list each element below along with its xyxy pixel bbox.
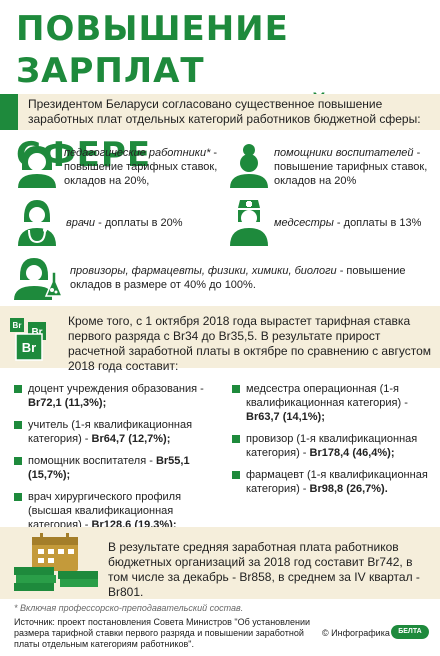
group-text: - повышение тарифных ставок, окладов на …: [274, 147, 428, 187]
group-label: провизоры, фармацевты, физики, химики, б…: [70, 265, 337, 277]
group-assistants: помощники воспитателей - повышение тариф…: [274, 146, 434, 188]
list-item-value: Br55,1 (15,7%);: [28, 455, 190, 481]
list-item: медсестра операционная (1-я квалификацио…: [232, 382, 432, 424]
br-mark-large: Br: [22, 340, 36, 355]
bullet-square: [232, 385, 240, 393]
bullet-square: [232, 471, 240, 479]
nurse-icon: [230, 200, 268, 246]
source-text: Источник: проект постановления Совета Ми…: [14, 617, 311, 649]
list-right: медсестра операционная (1-я квалификацио…: [232, 382, 432, 504]
intro-text: Президентом Беларуси согласовано существ…: [28, 97, 421, 126]
group-teachers: педагогические работники* - повышение та…: [64, 146, 224, 188]
scientist-icon: [14, 258, 64, 300]
bullet-square: [14, 493, 22, 501]
average-salary-text: В результате средняя заработная плата ра…: [108, 540, 420, 599]
calendar-money-icon: [14, 533, 98, 591]
list-item-text: врач хирургического профиля (высшая квал…: [28, 491, 182, 531]
list-item: помощник воспитателя - Br55,1 (15,7%);: [14, 454, 214, 482]
assistant-teacher-icon: [230, 144, 268, 188]
group-nurses: медсестры - доплаты в 13%: [274, 216, 434, 230]
list-item-text: помощник воспитателя -: [28, 455, 156, 467]
intro-block: Президентом Беларуси согласовано существ…: [0, 94, 440, 130]
infographic-credit: © Инфографика: [322, 628, 390, 638]
group-label: медсестры: [274, 217, 334, 229]
group-text: - доплаты в 13%: [333, 217, 422, 229]
group-text: - доплаты в 20%: [95, 217, 183, 229]
list-item-value: Br178,4 (46,4%);: [309, 447, 395, 459]
list-item: врач хирургического профиля (высшая квал…: [14, 490, 214, 532]
list-item-text: медсестра операционная (1-я квалификацио…: [246, 383, 408, 409]
average-salary-block: В результате средняя заработная плата ра…: [0, 527, 440, 599]
group-text: - повышение окладов в размере от 40% до …: [70, 265, 406, 291]
bullet-square: [232, 435, 240, 443]
list-item: фармацевт (1-я квалификационная категори…: [232, 468, 432, 496]
list-item-value: Br72,1 (11,3%);: [28, 397, 107, 409]
teacher-icon: [18, 146, 56, 188]
belta-logo: БЕЛТА: [391, 625, 429, 639]
footnote: * Включая профессорско-преподавательский…: [14, 603, 244, 613]
list-item-value: Br64,7 (12,7%);: [91, 433, 171, 445]
list-item-text: фармацевт (1-я квалификационная категори…: [246, 469, 428, 495]
list-item-text: учитель (1-я квалификационная категория)…: [28, 419, 193, 445]
group-scientists: провизоры, фармацевты, физики, химики, б…: [70, 264, 434, 292]
group-text: - повышение тарифных ставок, окладов на …: [64, 147, 218, 187]
br-mark-small: Br: [13, 321, 22, 330]
bullet-square: [14, 385, 22, 393]
intro-accent-bar: [0, 94, 18, 130]
br-mark-medium: Br: [31, 327, 42, 338]
bullet-square: [14, 421, 22, 429]
list-item-text: доцент учреждения образования -: [28, 383, 204, 395]
br-currency-icon: Br Br Br: [10, 318, 46, 361]
title-line-1: ПОВЫШЕНИЕ ЗАРПЛАТ: [16, 9, 289, 91]
bullet-square: [14, 457, 22, 465]
tariff-block: Br Br Br Кроме того, с 1 октября 2018 го…: [0, 306, 440, 373]
group-label: педагогические работники*: [64, 147, 211, 159]
group-doctors: врачи - доплаты в 20%: [66, 216, 226, 230]
list-item-text: провизор (1-я квалификационная категория…: [246, 433, 418, 459]
group-label: врачи: [66, 217, 96, 229]
tariff-text: Кроме того, с 1 октября 2018 года выраст…: [68, 314, 431, 373]
list-item-value: Br98,8 (26,7%).: [309, 483, 388, 495]
list-item: учитель (1-я квалификационная категория)…: [14, 418, 214, 446]
list-item: провизор (1-я квалификационная категория…: [232, 432, 432, 460]
group-label: помощники воспитателей: [274, 147, 414, 159]
list-item-value: Br63,7 (14,1%);: [246, 411, 325, 423]
doctor-icon: [18, 200, 56, 246]
list-left: доцент учреждения образования - Br72,1 (…: [14, 382, 214, 540]
list-item: доцент учреждения образования - Br72,1 (…: [14, 382, 214, 410]
